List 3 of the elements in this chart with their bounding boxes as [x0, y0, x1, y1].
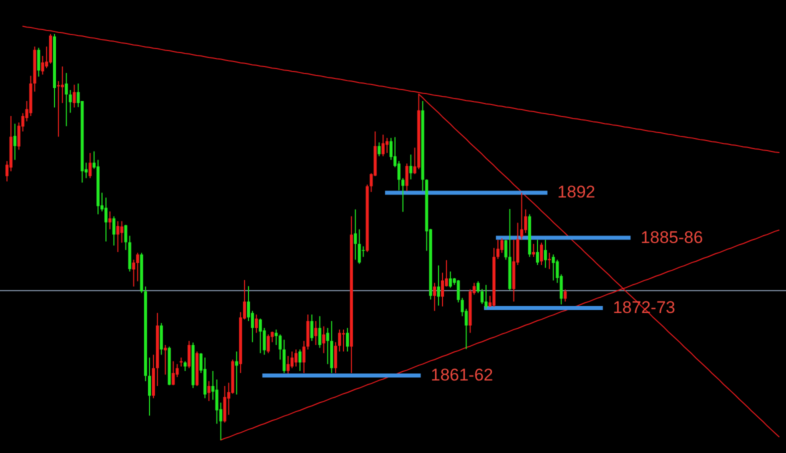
- series-label: 1861-62: [430, 365, 494, 384]
- series-label: 1892: [557, 182, 596, 202]
- series-label: 1885-86: [640, 228, 703, 247]
